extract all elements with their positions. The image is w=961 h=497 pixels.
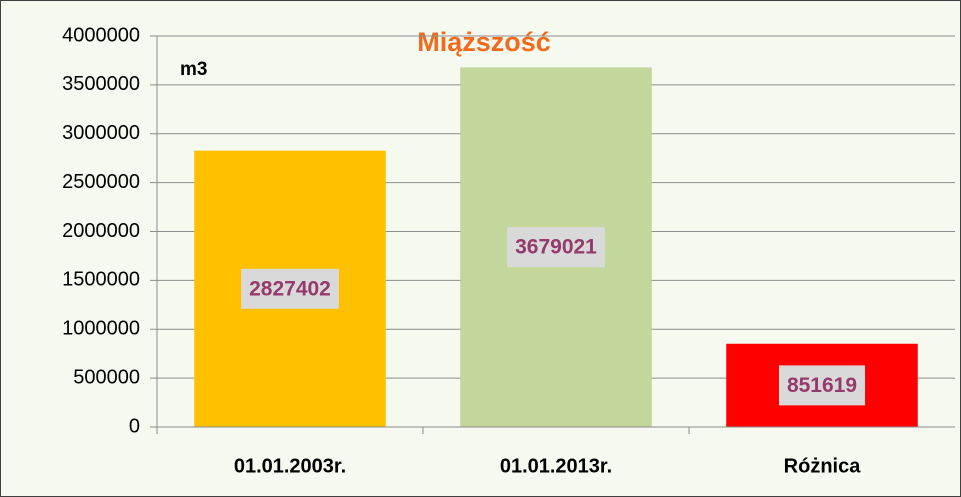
data-label: 851619	[787, 374, 857, 397]
y-tick-label: 500000	[73, 366, 140, 388]
chart-title: Miąższość	[417, 27, 551, 57]
y-tick-label: 1000000	[62, 318, 140, 340]
x-tick-label: 01.01.2013r.	[500, 455, 612, 477]
y-tick-label: 0	[129, 415, 140, 437]
x-tick-label: Różnica	[784, 455, 862, 477]
y-tick-label: 2500000	[62, 171, 140, 193]
data-label-box	[778, 365, 866, 406]
y-tick-label: 2000000	[62, 220, 140, 242]
data-label-box	[507, 227, 605, 268]
y-tick-label: 3500000	[62, 73, 140, 95]
x-tick-label: 01.01.2003r.	[234, 455, 346, 477]
data-label: 2827402	[249, 277, 331, 300]
y-tick-label: 1500000	[62, 269, 140, 291]
data-label: 3679021	[515, 236, 597, 259]
y-tick-label: 4000000	[62, 24, 140, 46]
data-label-box	[241, 268, 339, 309]
y-axis-label: m3	[180, 59, 207, 80]
y-tick-label: 3000000	[62, 122, 140, 144]
